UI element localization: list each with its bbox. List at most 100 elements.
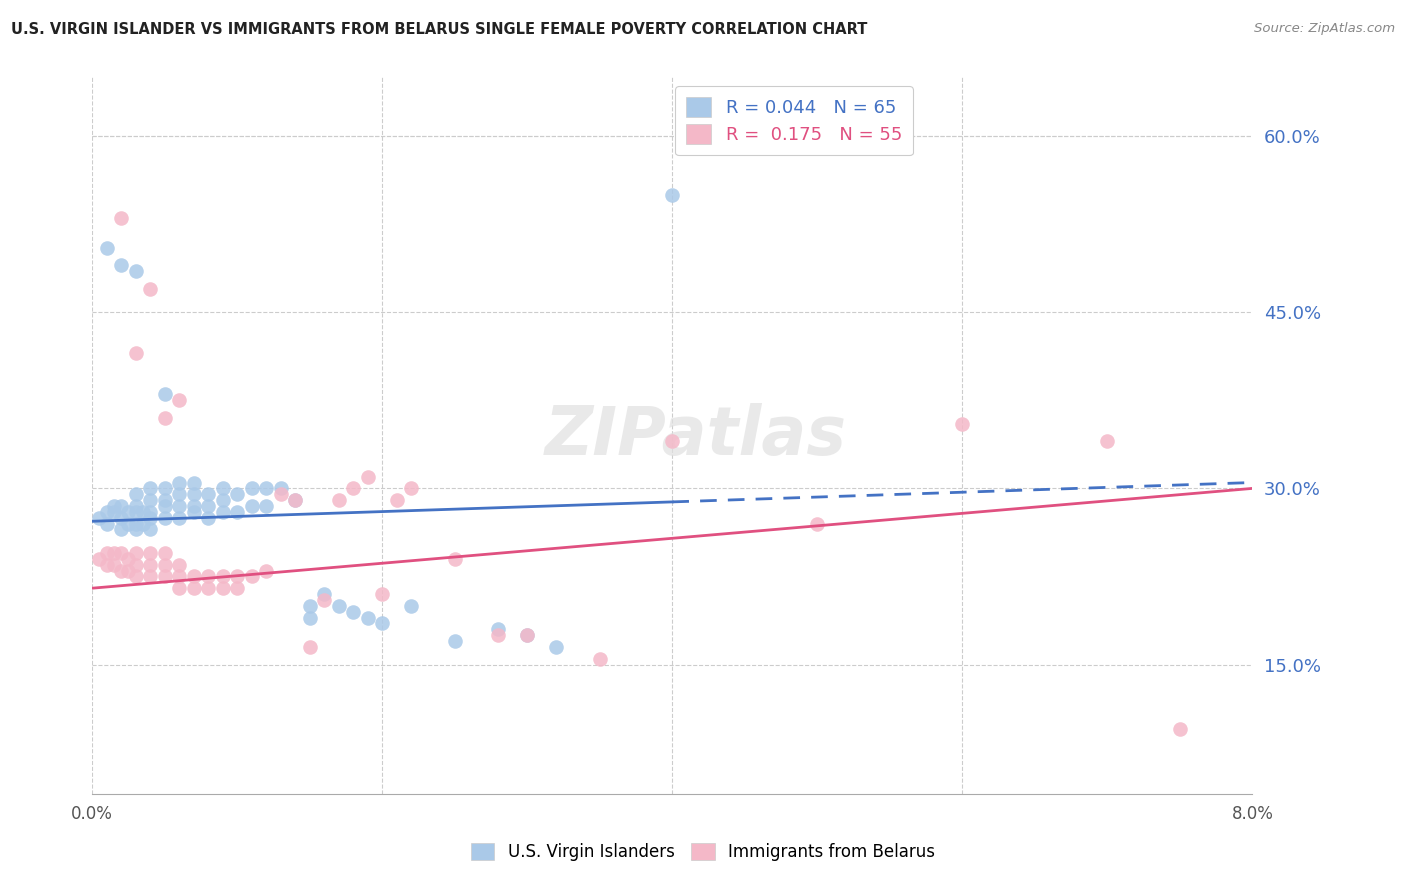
- Point: [167, 581, 190, 595]
- Point: [270, 487, 292, 501]
- Point: [139, 558, 162, 572]
- Point: [139, 510, 162, 524]
- Point: [183, 487, 205, 501]
- Point: [167, 487, 190, 501]
- Point: [328, 599, 350, 613]
- Point: [117, 552, 139, 566]
- Point: [167, 475, 190, 490]
- Point: [240, 482, 263, 496]
- Point: [103, 499, 125, 513]
- Point: [371, 616, 394, 631]
- Point: [298, 599, 321, 613]
- Point: [211, 493, 233, 508]
- Point: [110, 546, 132, 560]
- Point: [183, 569, 205, 583]
- Point: [110, 258, 132, 272]
- Point: [167, 499, 190, 513]
- Point: [125, 499, 148, 513]
- Point: [589, 651, 612, 665]
- Point: [96, 546, 118, 560]
- Point: [125, 558, 148, 572]
- Point: [117, 505, 139, 519]
- Point: [103, 505, 125, 519]
- Point: [226, 581, 249, 595]
- Point: [486, 628, 509, 642]
- Text: Source: ZipAtlas.com: Source: ZipAtlas.com: [1254, 22, 1395, 36]
- Point: [254, 564, 277, 578]
- Point: [139, 523, 162, 537]
- Point: [254, 499, 277, 513]
- Point: [342, 605, 364, 619]
- Point: [125, 264, 148, 278]
- Point: [401, 482, 423, 496]
- Point: [132, 516, 155, 531]
- Point: [284, 493, 307, 508]
- Point: [240, 499, 263, 513]
- Point: [103, 558, 125, 572]
- Point: [139, 493, 162, 508]
- Point: [806, 516, 828, 531]
- Point: [342, 482, 364, 496]
- Point: [211, 482, 233, 496]
- Point: [125, 487, 148, 501]
- Point: [167, 510, 190, 524]
- Point: [516, 628, 538, 642]
- Point: [284, 493, 307, 508]
- Point: [1168, 722, 1191, 736]
- Point: [153, 411, 176, 425]
- Legend: U.S. Virgin Islanders, Immigrants from Belarus: U.S. Virgin Islanders, Immigrants from B…: [464, 836, 942, 868]
- Point: [96, 558, 118, 572]
- Point: [546, 640, 568, 654]
- Point: [226, 505, 249, 519]
- Point: [183, 499, 205, 513]
- Point: [125, 569, 148, 583]
- Point: [153, 558, 176, 572]
- Point: [371, 587, 394, 601]
- Text: U.S. VIRGIN ISLANDER VS IMMIGRANTS FROM BELARUS SINGLE FEMALE POVERTY CORRELATIO: U.S. VIRGIN ISLANDER VS IMMIGRANTS FROM …: [11, 22, 868, 37]
- Point: [153, 569, 176, 583]
- Point: [254, 482, 277, 496]
- Point: [132, 505, 155, 519]
- Point: [96, 505, 118, 519]
- Point: [197, 510, 219, 524]
- Point: [139, 482, 162, 496]
- Point: [110, 499, 132, 513]
- Point: [153, 387, 176, 401]
- Point: [197, 487, 219, 501]
- Point: [211, 581, 233, 595]
- Point: [226, 487, 249, 501]
- Point: [226, 569, 249, 583]
- Point: [89, 510, 111, 524]
- Point: [167, 569, 190, 583]
- Point: [167, 558, 190, 572]
- Point: [197, 581, 219, 595]
- Point: [183, 505, 205, 519]
- Point: [153, 482, 176, 496]
- Point: [110, 211, 132, 226]
- Point: [125, 346, 148, 360]
- Point: [211, 505, 233, 519]
- Point: [443, 634, 465, 648]
- Point: [197, 499, 219, 513]
- Point: [357, 469, 380, 483]
- Point: [211, 569, 233, 583]
- Point: [153, 499, 176, 513]
- Point: [89, 552, 111, 566]
- Point: [661, 434, 683, 449]
- Point: [110, 523, 132, 537]
- Point: [117, 516, 139, 531]
- Point: [197, 569, 219, 583]
- Point: [950, 417, 973, 431]
- Point: [167, 393, 190, 408]
- Point: [139, 569, 162, 583]
- Point: [110, 564, 132, 578]
- Point: [103, 546, 125, 560]
- Point: [125, 546, 148, 560]
- Point: [183, 581, 205, 595]
- Point: [96, 241, 118, 255]
- Legend: R = 0.044   N = 65, R =  0.175   N = 55: R = 0.044 N = 65, R = 0.175 N = 55: [675, 87, 912, 155]
- Text: ZIPatlas: ZIPatlas: [544, 402, 846, 468]
- Point: [486, 622, 509, 636]
- Point: [270, 482, 292, 496]
- Point: [125, 505, 148, 519]
